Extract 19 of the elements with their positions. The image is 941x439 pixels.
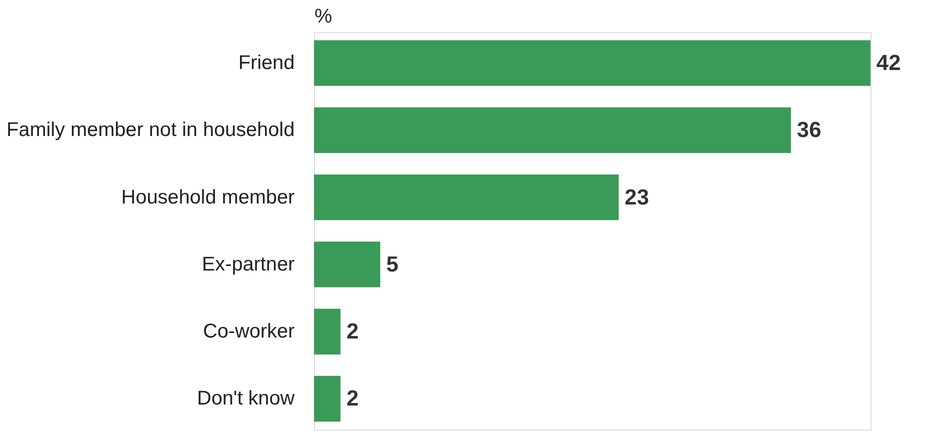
data-label: 2: [346, 318, 359, 344]
data-label: 2: [346, 386, 359, 411]
bar: [314, 40, 870, 86]
x-axis-title: %: [314, 6, 332, 28]
y-tick-label: Don't know: [196, 388, 296, 410]
bar: [314, 308, 340, 354]
data-label: 23: [624, 184, 650, 210]
bar: [314, 174, 619, 220]
bar: [314, 242, 380, 288]
bar: [314, 376, 340, 422]
y-tick-label: Ex-partner: [202, 253, 295, 276]
y-tick-label: Family member not in household: [6, 119, 295, 142]
data-label: 5: [386, 251, 398, 276]
data-label: 42: [876, 50, 901, 76]
data-label: 36: [796, 117, 822, 142]
y-tick-label: Friend: [238, 52, 295, 74]
bar: [314, 107, 791, 154]
y-tick-label: Co-worker: [203, 320, 295, 343]
y-tick-label: Household member: [121, 186, 295, 208]
